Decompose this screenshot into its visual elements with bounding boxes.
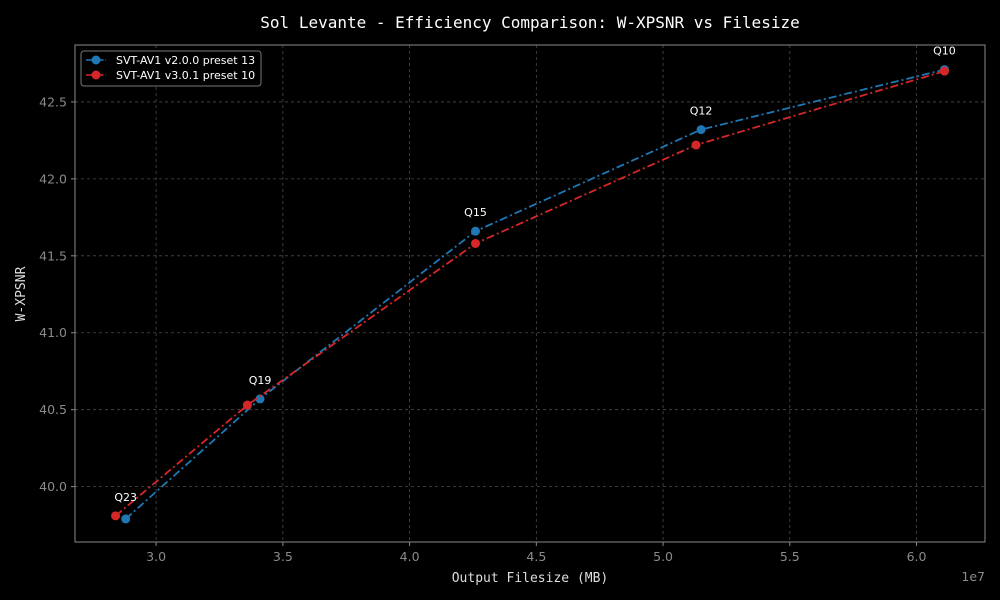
x-offset-label: 1e7 — [961, 569, 985, 584]
data-point — [471, 226, 481, 236]
legend-marker-series-2 — [91, 70, 101, 80]
x-tick-label: 5.5 — [780, 549, 800, 564]
y-tick-label: 40.5 — [39, 402, 67, 417]
point-annotation: Q19 — [249, 374, 272, 387]
point-annotation: Q10 — [933, 45, 956, 58]
x-tick-label: 3.0 — [146, 549, 166, 564]
point-annotation: Q23 — [114, 491, 137, 504]
x-tick-label: 4.5 — [526, 549, 546, 564]
x-tick-label: 4.0 — [400, 549, 420, 564]
legend-label-series-1: SVT-AV1 v2.0.0 preset 13 — [116, 54, 255, 67]
y-tick-label: 42.5 — [39, 94, 67, 109]
legend: SVT-AV1 v2.0.0 preset 13 SVT-AV1 v3.0.1 … — [80, 50, 262, 87]
chart-title: Sol Levante - Efficiency Comparison: W-X… — [260, 13, 799, 32]
data-point — [471, 238, 481, 248]
x-tick-label: 3.5 — [273, 549, 293, 564]
legend-label-series-2: SVT-AV1 v3.0.1 preset 10 — [116, 69, 255, 82]
data-point — [242, 400, 252, 410]
x-tick-label: 6.0 — [907, 549, 927, 564]
axes-frame — [74, 44, 986, 543]
point-annotation: Q12 — [690, 105, 713, 118]
point-annotation: Q15 — [464, 206, 487, 219]
axis-ticks: 3.0 3.5 4.0 4.5 5.0 5.5 6.0 40.0 40.5 41.0 41.5 42.… — [39, 94, 926, 564]
y-tick-label: 41.5 — [39, 248, 67, 263]
grid — [75, 45, 985, 542]
data-point — [691, 140, 701, 150]
y-tick-label: 41.0 — [39, 325, 67, 340]
data-point — [939, 66, 949, 76]
y-tick-label: 42.0 — [39, 171, 67, 186]
series-2 — [111, 66, 949, 521]
data-point — [121, 514, 131, 524]
legend-box — [80, 50, 262, 87]
x-axis-label: Output Filesize (MB) — [452, 571, 609, 586]
series — [111, 65, 949, 524]
y-tick-label: 40.0 — [39, 479, 67, 494]
data-point — [255, 394, 265, 404]
x-tick-label: 5.0 — [653, 549, 673, 564]
y-axis-label: W-XPSNR — [14, 266, 29, 321]
annotations: Q23 Q19 Q15 Q12 Q10 — [114, 45, 955, 504]
data-point — [696, 125, 706, 135]
legend-marker-series-1 — [91, 55, 101, 65]
data-point — [111, 511, 121, 521]
